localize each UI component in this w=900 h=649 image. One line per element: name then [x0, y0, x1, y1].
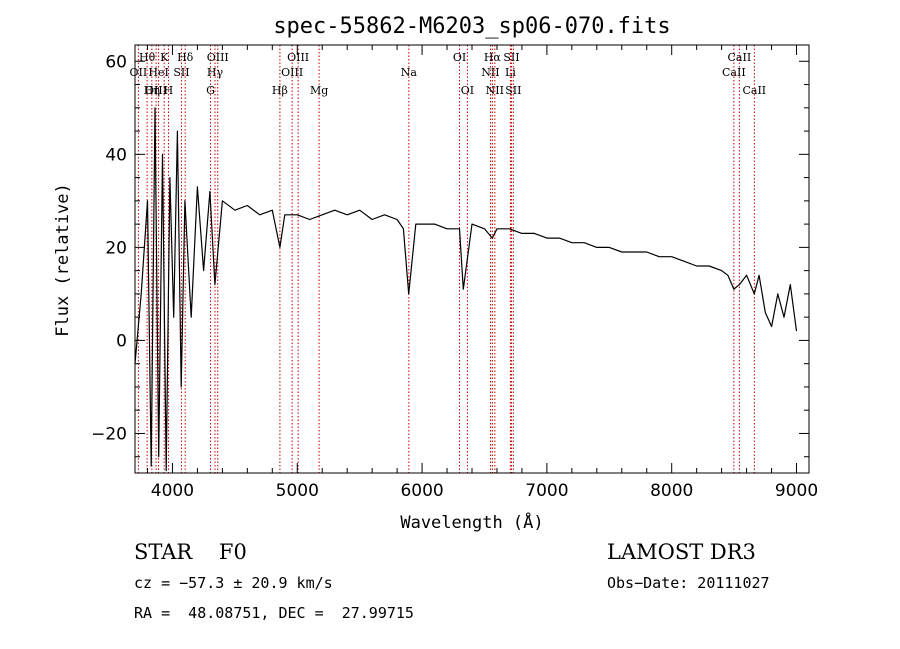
spectral-line-label: OIII — [287, 51, 309, 64]
spectral-line-label: HeI — [148, 66, 168, 79]
y-axis-ticks: −20 0 20 40 60 — [91, 52, 809, 458]
spectral-line-label: CaII — [728, 51, 752, 64]
redshift-text: cz = −57.3 ± 20.9 km/s — [134, 574, 333, 592]
x-axis-ticks: 4000 5000 6000 7000 8000 9000 — [146, 45, 818, 501]
spectral-line-label: OIII — [145, 84, 167, 97]
x-tick-label: 6000 — [400, 481, 443, 501]
spectral-line-label: CaII — [742, 84, 766, 97]
spectral-line-label: Li — [505, 66, 516, 79]
object-class-text: STAR F0 — [134, 540, 247, 564]
spectral-line-label: OIII — [281, 66, 303, 79]
spectral-line-label: OI — [453, 51, 466, 64]
coordinates-text: RA = 48.08751, DEC = 27.99715 — [134, 604, 414, 622]
y-tick-label: 60 — [105, 52, 127, 72]
spectral-line-label: K — [160, 51, 169, 64]
spectral-line-label: CaII — [722, 66, 746, 79]
x-tick-label: 4000 — [151, 481, 194, 501]
x-tick-label: 7000 — [525, 481, 568, 501]
y-tick-label: −20 — [91, 424, 127, 444]
y-tick-label: 40 — [105, 145, 127, 165]
spectral-line-label: H — [164, 84, 174, 97]
x-axis-label: Wavelength (Å) — [400, 511, 543, 533]
y-tick-label: 0 — [116, 331, 127, 351]
spectral-line-label: Hθ — [139, 51, 156, 64]
spectral-line-label: Hβ — [272, 84, 288, 97]
spectral-line-label: SII — [173, 66, 189, 79]
plot-frame — [134, 44, 810, 474]
spectral-line-label: NII — [481, 66, 499, 79]
spectral-line-label: OIII — [207, 51, 229, 64]
spectral-line-label: SII — [503, 51, 519, 64]
spectral-line-label: SII — [505, 84, 521, 97]
spectral-line-label: OI — [461, 84, 474, 97]
spectral-line-labels: OII Hθ OIII K H HeI Hη SII Hδ G OIII Hγ Hβ OIII OIII Mg… — [130, 51, 767, 97]
spectral-line-label: Hγ — [207, 66, 224, 79]
x-tick-label: 5000 — [276, 481, 319, 501]
spectral-line-label: G — [206, 84, 215, 97]
spectral-line-label: Mg — [310, 84, 328, 97]
obs-date-text: Obs−Date: 20111027 — [607, 574, 770, 592]
x-tick-label: 8000 — [650, 481, 693, 501]
chart-title: spec-55862-M6203_sp06-070.fits — [273, 14, 670, 39]
spectral-line-label: Hη — [144, 84, 160, 97]
y-axis-label: Flux (relative) — [53, 183, 73, 337]
spectral-line-label: NII — [486, 84, 504, 97]
y-tick-label: 20 — [105, 238, 127, 258]
spectral-line-label: Hδ — [177, 51, 194, 64]
x-tick-label: 9000 — [775, 481, 818, 501]
spectral-line-label: OII — [130, 66, 148, 79]
spectral-line-label: Na — [401, 66, 418, 79]
survey-name-text: LAMOST DR3 — [607, 540, 756, 564]
spectral-line-markers — [137, 45, 755, 473]
series-spectrum-line — [134, 107, 798, 472]
spectral-line-label: Hα — [484, 51, 502, 64]
